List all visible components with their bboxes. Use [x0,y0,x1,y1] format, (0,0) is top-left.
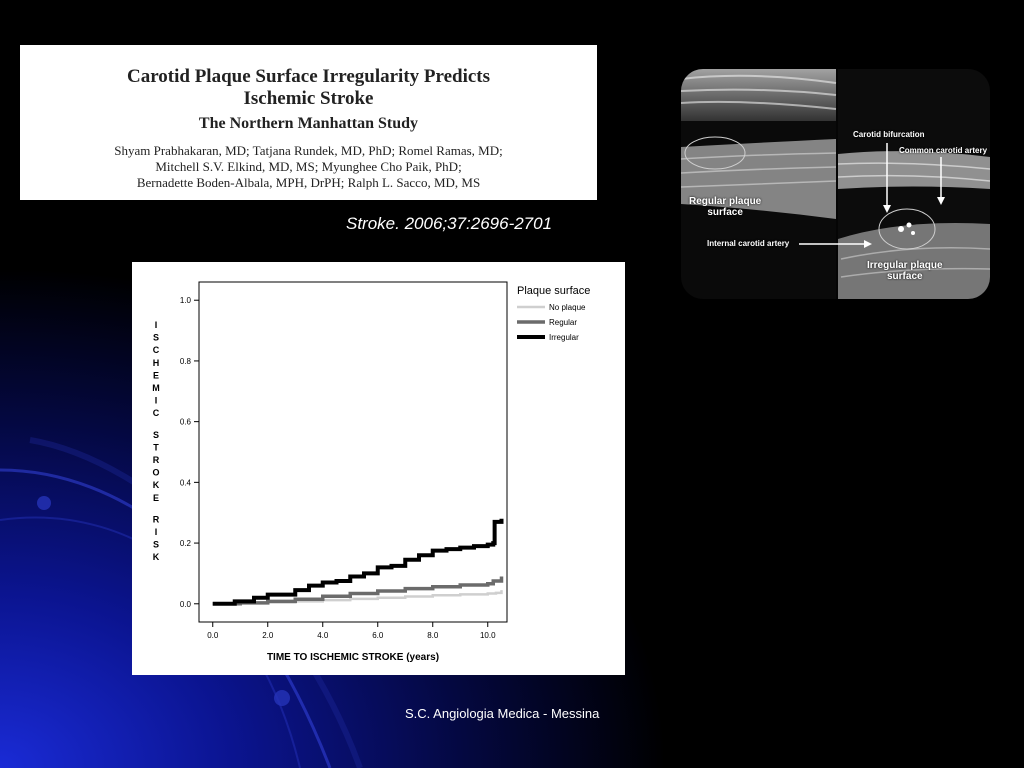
y-tick-label: 0.6 [180,418,192,427]
y-axis-label-letter: K [153,552,160,562]
label-irregular-plaque: Irregular plaque surface [867,260,943,282]
legend-label: Regular [549,318,577,327]
y-tick-label: 0.8 [180,357,192,366]
series-line-regular [212,576,504,606]
y-axis-label-letter: I [155,527,158,537]
label-common-carotid: Common carotid artery [899,146,988,155]
y-axis-label-letter: C [153,345,160,355]
legend: Plaque surface No plaque Regular Irregular [517,285,590,342]
authors-line3: Bernadette Boden-Albala, MPH, DrPH; Ralp… [136,175,481,190]
y-axis-label-letter: O [152,468,159,478]
x-tick-label: 10.0 [480,631,496,640]
legend-label: Irregular [549,333,579,342]
y-axis-label-letter: T [153,442,159,452]
article-authors: Shyam Prabhakaran, MD; Tatjana Rundek, M… [20,143,597,191]
x-tick-label: 8.0 [427,631,439,640]
x-tick-label: 2.0 [262,631,274,640]
y-axis-label-letter: I [155,320,158,330]
article-subtitle: The Northern Manhattan Study [198,115,419,132]
label-regular-plaque: Regular plaque surface [689,196,762,218]
y-axis-label-letter: S [153,540,159,550]
legend-title: Plaque surface [517,285,590,297]
ultrasound-image [681,69,990,299]
y-tick-label: 0.0 [180,600,192,609]
series-line-irregular [212,518,504,606]
y-axis-label-letter: R [153,455,160,465]
authors-line2: Mitchell S.V. Elkind, MD, MS; Myunghee C… [155,159,462,174]
plot-frame [198,281,508,623]
article-title-line2: Ischemic Stroke [243,88,374,109]
y-axis-label-letter: H [153,358,160,368]
chart-svg: 0.0 0.2 0.4 0.6 0.8 1.0 0.0 2.0 4.0 6.0 8.0 10.0 P… [152,281,590,663]
legend-label: No plaque [549,303,586,312]
y-axis-label-letter: K [153,480,160,490]
x-axis-label: TIME TO ISCHEMIC STROKE (years) [267,652,439,663]
label-carotid-bifurcation: Carotid bifurcation [853,130,925,139]
y-axis-ticks: 0.0 0.2 0.4 0.6 0.8 1.0 [180,296,199,609]
series-lines [212,518,504,606]
y-axis-label-letter: I [155,396,158,406]
journal-citation: Stroke. 2006;37:2696-2701 [346,214,553,233]
y-axis-label-letter: M [152,383,160,393]
y-axis-label-letter: C [153,408,160,418]
article-title-line1: Carotid Plaque Surface Irregularity Pred… [126,66,491,87]
x-tick-label: 4.0 [317,631,329,640]
ultrasound-image-panel: Carotid bifurcation Common carotid arter… [681,69,990,299]
x-tick-label: 6.0 [372,631,384,640]
label-internal-carotid: Internal carotid artery [707,239,790,248]
y-axis-label-letter: S [153,430,159,440]
y-tick-label: 0.2 [180,539,192,548]
article-header: Carotid Plaque Surface Irregularity Pred… [20,45,597,200]
y-tick-label: 1.0 [180,296,192,305]
y-axis-label-letter: E [153,370,159,380]
x-axis-ticks: 0.0 2.0 4.0 6.0 8.0 10.0 [207,622,496,640]
authors-line1: Shyam Prabhakaran, MD; Tatjana Rundek, M… [114,143,503,158]
x-tick-label: 0.0 [207,631,219,640]
y-axis-label-letter: R [153,514,160,524]
y-axis-label-letter: E [153,493,159,503]
y-axis-label-letter: S [153,333,159,343]
footer-credit: S.C. Angiologia Medica - Messina [405,706,600,721]
stroke-risk-chart: 0.0 0.2 0.4 0.6 0.8 1.0 0.0 2.0 4.0 6.0 8.0 10.0 P… [132,262,625,675]
y-tick-label: 0.4 [180,478,192,487]
